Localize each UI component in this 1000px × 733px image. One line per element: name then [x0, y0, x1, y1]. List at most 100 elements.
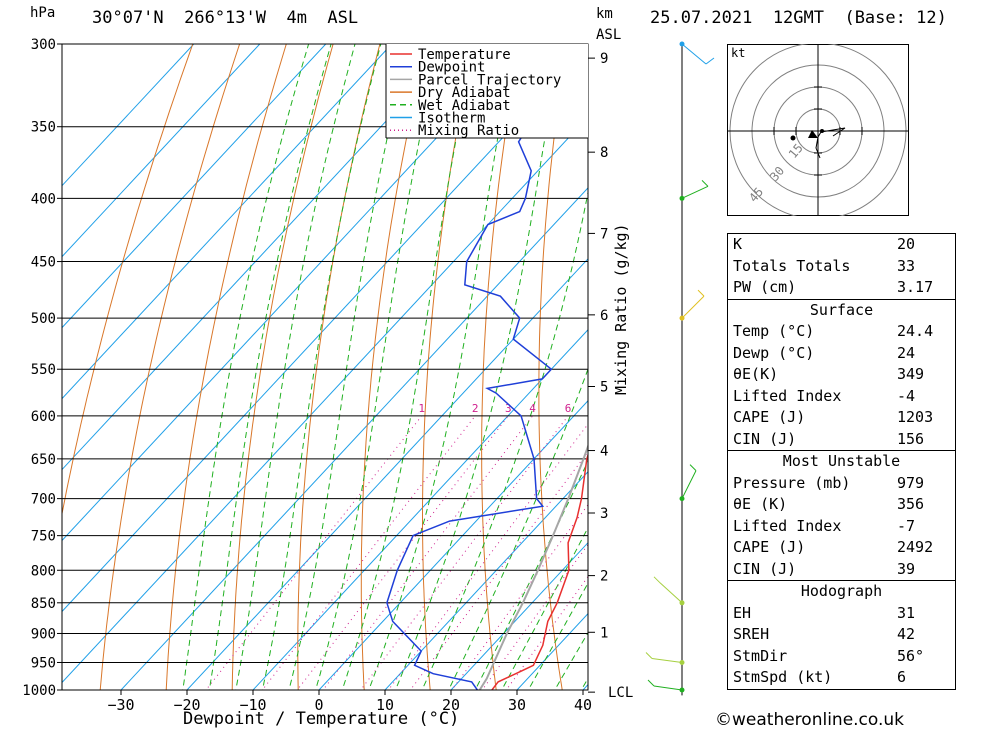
hodo-row: SREH 42: [733, 625, 916, 643]
mu-row: CIN (J) 39: [733, 559, 916, 578]
pressure-label: 550: [31, 362, 56, 378]
hodograph: kt 15 30 45: [727, 44, 909, 216]
pressure-label: 950: [31, 655, 56, 671]
most-unstable-title: Most Unstable: [728, 450, 955, 473]
temp-tick-label: 30: [508, 696, 526, 714]
height-tick-label: 5: [600, 380, 608, 396]
pressure-label: 700: [31, 492, 56, 508]
height-tick-label: 6: [600, 308, 608, 324]
mixing-ratio-label: 10: [608, 402, 621, 415]
hodograph-unit: kt: [731, 46, 745, 60]
surface-row: Temp (°C) 24.4: [733, 322, 934, 340]
wind-barb-flag: [689, 464, 697, 471]
y-axis-right-label: Mixing Ratio (g/kg): [612, 223, 630, 395]
mixing-ratio-label: 15: [647, 402, 660, 415]
mixing-ratio-line: [360, 415, 569, 690]
isotherm-line: [62, 44, 195, 187]
pressure-label: 300: [31, 37, 56, 53]
wet-adiabat-line: [261, 44, 382, 690]
height-tick-label: 8: [600, 145, 608, 161]
credit: ©weatheronline.co.uk: [715, 710, 905, 730]
height-unit-asl: ASL: [596, 27, 622, 43]
dry-adiabat-line: [297, 44, 381, 690]
wet-adiabat-line: [208, 44, 332, 690]
series-temperature: [491, 452, 588, 690]
legend-label: Dewpoint: [418, 60, 485, 76]
dry-adiabat-line: [99, 44, 241, 690]
mixing-ratio-line: [387, 423, 588, 690]
dry-adiabat-line: [988, 44, 1000, 695]
mixing-ratio-line: [322, 415, 533, 690]
pressure-label: 500: [31, 311, 56, 327]
legend-label: Parcel Trajectory: [418, 72, 561, 88]
legend-label: Dry Adiabat: [418, 85, 511, 101]
surface-row: θE(K) 349: [733, 365, 925, 383]
sounding-datetime: 25.07.2021 12GMT (Base: 12): [650, 8, 947, 28]
wind-barb-flag: [647, 679, 655, 687]
dry-adiabat-line: [538, 44, 568, 690]
mixing-ratio-label: 2: [472, 402, 479, 415]
pressure-label: 400: [31, 191, 56, 207]
height-tick-label: 2: [600, 569, 608, 585]
height-tick-label: 1: [600, 625, 608, 641]
wind-barb: [681, 470, 697, 499]
pressure-unit: hPa: [30, 5, 56, 21]
hodo-row: EH 31: [733, 603, 916, 622]
wet-adiabat-line: [474, 459, 588, 690]
storm-motion-marker: [808, 130, 818, 138]
pressure-label: 450: [31, 255, 56, 271]
index-row-k: K 20: [733, 235, 916, 253]
wind-barb: [681, 295, 705, 319]
mu-row: Lifted Index -7: [733, 516, 916, 535]
wind-barb: [681, 43, 707, 65]
wet-adiabat-line: [368, 44, 516, 690]
wet-adiabat-line: [421, 189, 588, 690]
legend-label: Isotherm: [418, 111, 485, 127]
isotherm-line: [384, 470, 588, 690]
hodo-point: [820, 129, 824, 133]
wind-barb: [653, 685, 683, 691]
dry-adiabat-line: [422, 44, 474, 690]
mixing-ratio-label: 25: [698, 402, 711, 415]
series-parcel-trajectory: [478, 443, 588, 690]
mixing-ratio-label: 3: [505, 402, 512, 415]
temp-tick-label: −30: [107, 696, 134, 714]
isotherm-line: [450, 541, 588, 690]
wind-barb-flag: [653, 576, 661, 584]
hodograph-trace: [815, 127, 846, 159]
mixing-ratio-label: 1: [418, 402, 425, 415]
isotherm-line: [62, 44, 261, 258]
surface-title: Surface: [728, 298, 955, 322]
hodograph-title: Hodograph: [728, 580, 955, 603]
wet-adiabat-line: [315, 44, 441, 690]
mu-row: Pressure (mb) 979: [733, 473, 925, 492]
temp-tick-label: 10: [376, 696, 394, 714]
isotherm-line: [318, 400, 588, 690]
temp-tick-label: −20: [173, 696, 200, 714]
wind-barb-flag: [701, 180, 709, 187]
wet-adiabat-line: [235, 44, 356, 690]
surface-row: Lifted Index -4: [733, 386, 916, 405]
height-tick-label: 3: [600, 506, 608, 522]
pressure-label: 650: [31, 452, 56, 468]
surface-row: Dewp (°C) 24: [733, 343, 916, 362]
height-tick-label: 4: [600, 444, 608, 460]
legend-label: Wet Adiabat: [418, 98, 511, 114]
wet-adiabat-line: [394, 44, 562, 690]
index-row-tt: Totals Totals 33: [733, 256, 916, 275]
height-tick-label: 7: [600, 226, 608, 242]
surface-row: CIN (J) 156: [733, 429, 925, 448]
mu-row: CAPE (J) 2492: [733, 538, 934, 556]
surface-row: CAPE (J) 1203: [733, 408, 934, 426]
pressure-label: 600: [31, 409, 56, 425]
mixing-ratio-label: 8: [591, 402, 598, 415]
dry-adiabat-line: [231, 44, 334, 690]
hodo-row: StmSpd (kt) 6: [733, 668, 907, 686]
legend-box: [386, 44, 588, 138]
wind-barb: [651, 657, 683, 663]
station-location: 30°07'N 266°13'W 4m ASL: [92, 8, 359, 28]
wet-adiabat-line: [448, 367, 588, 690]
height-tick-label: LCL: [608, 685, 633, 701]
temp-tick-label: −10: [239, 696, 266, 714]
